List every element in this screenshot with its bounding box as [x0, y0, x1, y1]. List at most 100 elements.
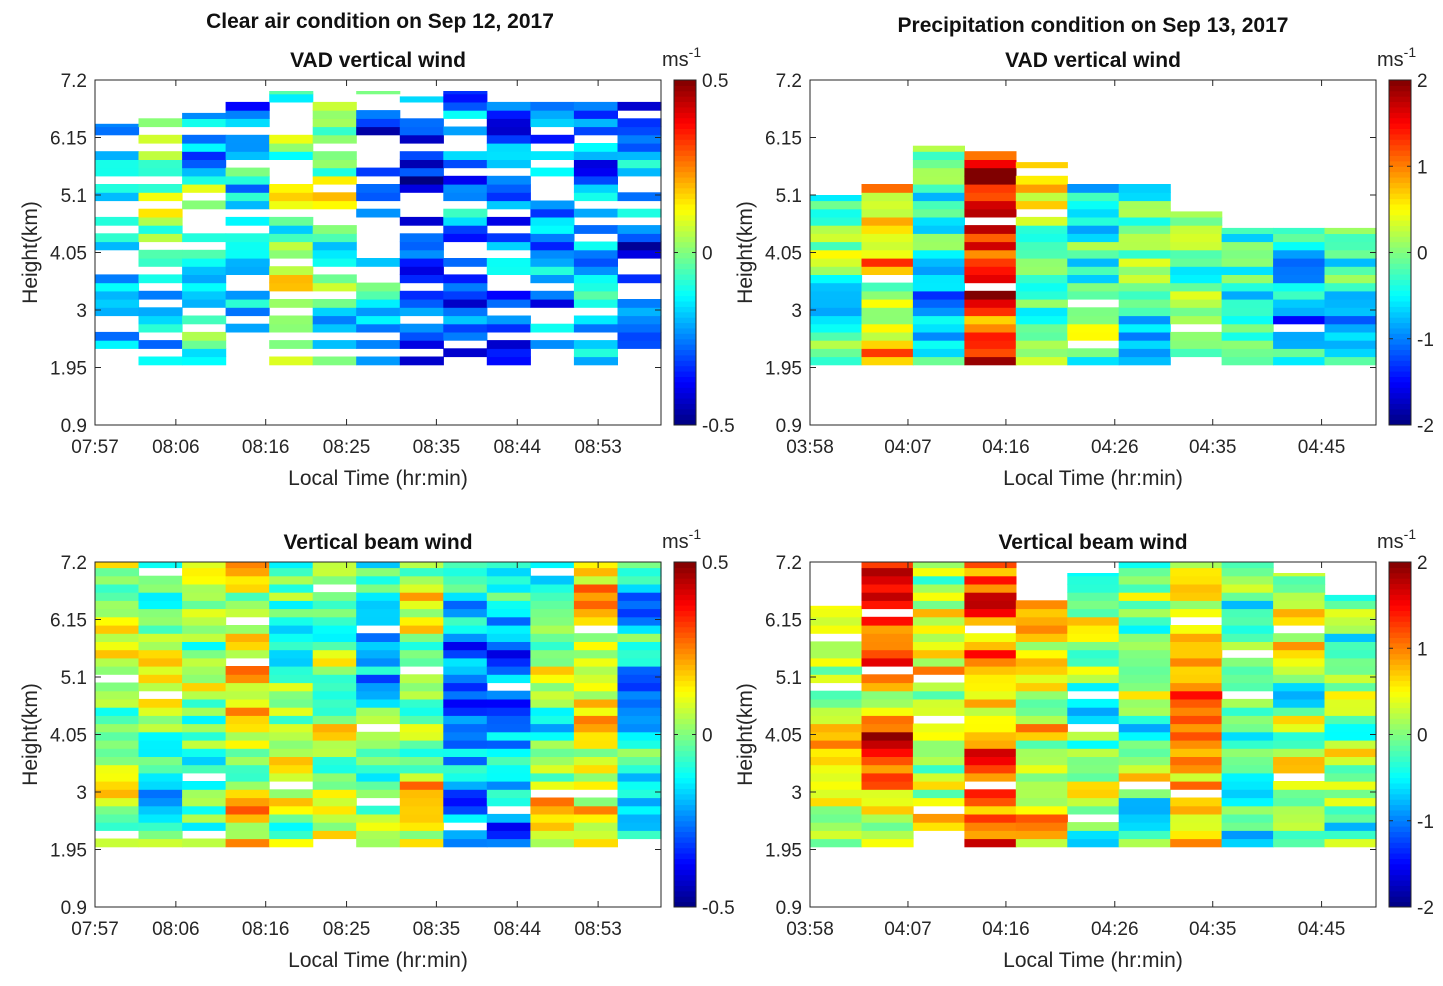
heatmap-cell	[269, 698, 314, 708]
heatmap-cell	[486, 151, 531, 160]
heatmap-cell	[269, 764, 314, 774]
heatmap-cells	[95, 562, 662, 848]
x-tick-label: 08:16	[242, 919, 290, 940]
heatmap-cell	[312, 323, 357, 333]
heatmap-cell	[399, 625, 444, 634]
heatmap-cell	[225, 299, 270, 308]
heatmap-cell	[1221, 233, 1274, 243]
heatmap-cell	[617, 633, 662, 642]
heatmap-cell	[95, 822, 140, 831]
heatmap-cell	[486, 657, 531, 667]
x-tick-label: 04:07	[884, 919, 932, 940]
heatmap-cell	[95, 789, 140, 799]
heatmap-cell	[269, 813, 314, 823]
heatmap-cell	[399, 657, 444, 667]
heatmap-cell	[1273, 340, 1326, 349]
heatmap-cell	[573, 323, 618, 333]
heatmap-cell	[443, 323, 488, 333]
heatmap-cell	[486, 600, 531, 610]
heatmap-cell	[399, 641, 444, 651]
heatmap-cell	[1273, 838, 1326, 848]
heatmap-cell	[1221, 583, 1274, 593]
heatmap-cell	[1324, 813, 1377, 823]
heatmap-cell	[269, 608, 314, 618]
heatmap-cell	[810, 290, 863, 300]
heatmap-cell	[443, 731, 488, 741]
heatmap-cell	[861, 208, 914, 218]
heatmap-cell	[269, 666, 314, 675]
heatmap-cell	[1067, 666, 1120, 675]
heatmap-cell	[1170, 282, 1223, 292]
heatmap-cell	[530, 715, 575, 725]
heatmap-cell	[912, 216, 965, 226]
heatmap-cell	[1170, 764, 1223, 774]
heatmap-cell	[573, 241, 618, 251]
heatmap-cell	[486, 838, 531, 848]
heatmap-cell	[486, 290, 531, 300]
heatmap-cell	[138, 772, 183, 782]
heatmap-cell	[1067, 600, 1120, 610]
heatmap-cell	[182, 641, 227, 651]
heatmap-cell	[269, 216, 314, 226]
heatmap-cell	[1221, 567, 1274, 577]
heatmap-cell	[964, 184, 1017, 193]
heatmap-cell	[269, 822, 314, 831]
heatmap-cell	[138, 184, 183, 193]
heatmap-cell	[486, 649, 531, 659]
heatmap-cell	[1118, 805, 1171, 815]
heatmap-cell	[912, 625, 965, 634]
heatmap-cell	[138, 315, 183, 325]
heatmap-cell	[573, 715, 618, 725]
heatmap-cell	[443, 674, 488, 684]
heatmap-cell	[912, 348, 965, 358]
heatmap-cell	[486, 340, 531, 349]
heatmap-cell	[810, 307, 863, 317]
heatmap-cell	[861, 282, 914, 292]
heatmap-cell	[617, 772, 662, 782]
heatmap-cell	[1118, 282, 1171, 292]
heatmap-cell	[1221, 299, 1274, 308]
heatmap-cell	[573, 249, 618, 259]
heatmap-cell	[1067, 731, 1120, 741]
colorbar-tick-label: 1	[1417, 639, 1428, 660]
heatmap-cell	[1118, 583, 1171, 593]
heatmap-cell	[1324, 608, 1377, 618]
heatmap-cell	[95, 649, 140, 659]
heatmap-cell	[861, 299, 914, 308]
heatmap-cell	[912, 282, 965, 292]
heatmap-cell	[443, 216, 488, 226]
heatmap-cell	[617, 315, 662, 325]
heatmap-cell	[1221, 789, 1274, 799]
heatmap-cell	[225, 151, 270, 160]
heatmap-cell	[530, 748, 575, 757]
heatmap-cell	[1067, 657, 1120, 667]
heatmap-cell	[1170, 211, 1223, 218]
heatmap-cell	[312, 707, 357, 716]
heatmap-cell	[1170, 562, 1223, 569]
heatmap-cell	[312, 822, 357, 831]
heatmap-cell	[1170, 748, 1223, 757]
heatmap-cell	[269, 241, 314, 251]
heatmap-cell	[1221, 274, 1274, 284]
heatmap-cell	[912, 616, 965, 626]
heatmap-cell	[182, 781, 227, 790]
heatmap-cell	[1067, 573, 1120, 577]
heatmap-cell	[95, 299, 140, 308]
heatmap-cell	[1015, 789, 1068, 799]
heatmap-cell	[1067, 698, 1120, 708]
y-tick-label: 6.15	[765, 129, 802, 150]
heatmap-cell	[1273, 822, 1326, 831]
heatmap-cells	[810, 562, 1377, 848]
heatmap-cell	[964, 830, 1017, 840]
heatmap-cell	[182, 682, 227, 692]
heatmap-cell	[1324, 274, 1377, 284]
colorbar-tick-label: 0	[702, 244, 713, 265]
x-tick-label: 04:45	[1298, 437, 1346, 458]
heatmap-cell	[225, 633, 270, 642]
heatmap-cell	[810, 608, 863, 618]
heatmap-cell	[810, 200, 863, 210]
heatmap-cell	[399, 216, 444, 226]
colorbar-tick-label: -1	[1417, 812, 1434, 833]
heatmap-cell	[617, 307, 662, 317]
heatmap-cell	[356, 567, 401, 577]
